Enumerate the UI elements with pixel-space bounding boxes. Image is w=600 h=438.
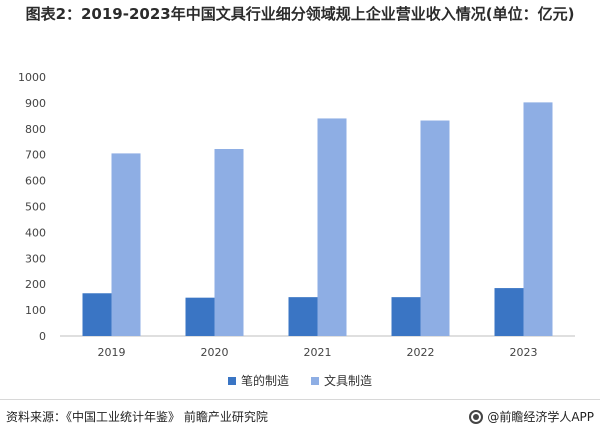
brand-label: @前瞻经济学人APP [487, 410, 594, 424]
x-tick-label: 2020 [201, 346, 229, 359]
x-tick-label: 2023 [510, 346, 538, 359]
legend-item-stationery: 文具制造 [311, 372, 372, 389]
y-tick-label: 400 [25, 226, 46, 239]
y-tick-label: 500 [25, 201, 46, 214]
bar-pen [82, 293, 112, 336]
source-note: 资料来源：《中国工业统计年鉴》 前瞻产业研究院 [6, 410, 268, 424]
bar-stationery [111, 153, 141, 336]
bar-stationery [317, 118, 347, 336]
brand-logo-icon [469, 409, 484, 424]
bar-pen [288, 297, 318, 336]
y-tick-label: 700 [25, 149, 46, 162]
y-tick-label: 800 [25, 123, 46, 136]
x-tick-label: 2022 [407, 346, 435, 359]
legend-label-pen: 笔的制造 [240, 374, 289, 388]
legend-swatch-pen [227, 376, 236, 385]
bar-pen [185, 297, 215, 336]
y-tick-label: 600 [25, 175, 46, 188]
y-tick-label: 900 [25, 97, 46, 110]
bar-stationery [214, 149, 244, 336]
y-tick-label: 1000 [18, 71, 46, 84]
brand-credit: @前瞻经济学人APP [469, 408, 594, 425]
legend-swatch-stationery [311, 376, 319, 385]
bar-stationery [420, 120, 450, 337]
bar-stationery [523, 102, 553, 336]
x-tick-label: 2021 [304, 346, 332, 359]
x-tick-label: 2019 [98, 346, 126, 359]
y-tick-label: 0 [39, 330, 46, 343]
footer-divider [0, 399, 600, 400]
y-tick-label: 100 [25, 304, 46, 317]
chart-title: 图表2：2019-2023年中国文具行业细分领域规上企业营业收入情况(单位：亿元… [25, 5, 575, 23]
bar-pen [391, 297, 421, 336]
bar-pen [494, 288, 524, 336]
bar-chart: 0 100 200 300 400 500 600 700 800 900 1000 2019 2020… [18, 71, 575, 359]
legend-label-stationery: 文具制造 [324, 374, 373, 388]
chart-legend: 笔的制造 文具制造 [0, 372, 600, 389]
y-tick-label: 200 [25, 278, 46, 291]
y-tick-label: 300 [25, 252, 46, 265]
legend-item-pen: 笔的制造 [227, 372, 289, 389]
